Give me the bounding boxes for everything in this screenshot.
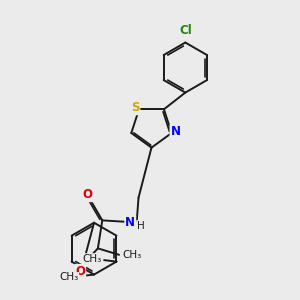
Text: S: S xyxy=(131,101,140,114)
Text: CH₃: CH₃ xyxy=(123,250,142,260)
Text: O: O xyxy=(75,265,85,278)
Text: N: N xyxy=(125,216,135,229)
Text: CH₃: CH₃ xyxy=(59,272,79,283)
Text: H: H xyxy=(137,221,145,231)
Text: N: N xyxy=(170,125,181,138)
Text: CH₃: CH₃ xyxy=(82,254,101,264)
Text: O: O xyxy=(82,188,93,201)
Text: Cl: Cl xyxy=(179,24,192,37)
